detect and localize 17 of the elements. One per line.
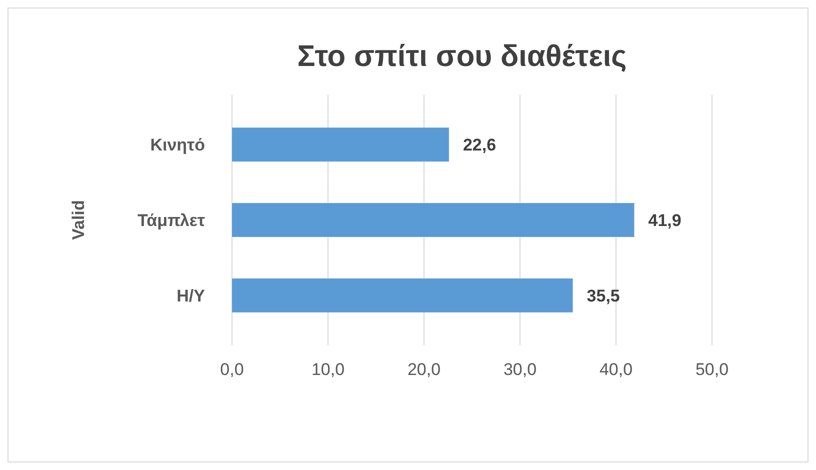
- y-axis-title: Valid: [69, 200, 88, 240]
- x-tick-label: 10,0: [311, 360, 345, 379]
- x-tick-label: 0,0: [220, 360, 244, 379]
- data-label: 22,6: [462, 136, 496, 155]
- y-tick-label: Η/Υ: [176, 286, 206, 306]
- y-tick-label: Κινητό: [150, 136, 205, 155]
- x-tick-label: 40,0: [599, 360, 633, 379]
- chart-title: Στο σπίτι σου διαθέτεις: [297, 40, 627, 73]
- bar: [232, 128, 449, 162]
- x-tick-label: 20,0: [407, 360, 441, 379]
- x-tick-label: 30,0: [503, 360, 537, 379]
- bar: [232, 203, 634, 237]
- y-tick-label: Τάμπλετ: [138, 210, 206, 230]
- bar: [232, 278, 573, 312]
- data-label: 41,9: [648, 210, 682, 230]
- data-label: 35,5: [586, 286, 620, 306]
- x-tick-label: 50,0: [695, 360, 729, 379]
